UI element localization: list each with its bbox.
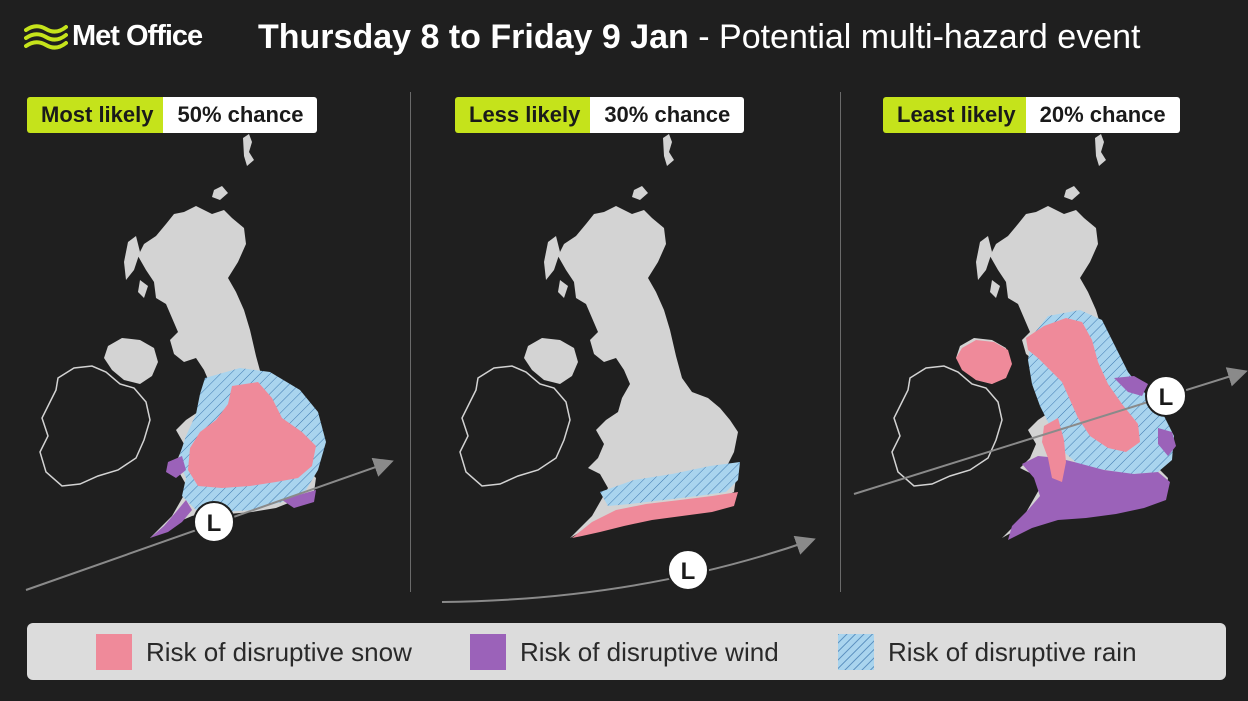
- met-office-waves-icon: [24, 23, 68, 50]
- title-event: - Potential multi-hazard event: [698, 18, 1141, 56]
- likelihood-label: Less likely: [455, 97, 591, 133]
- low-pressure-marker: L: [1145, 375, 1187, 417]
- wind-risk-area: [282, 490, 316, 508]
- likelihood-badge-1: Most likely 50% chance: [27, 97, 318, 133]
- legend-item-rain: Risk of disruptive rain: [838, 634, 1137, 670]
- title-dates: Thursday 8 to Friday 9 Jan: [258, 18, 689, 56]
- page-title: Thursday 8 to Friday 9 Jan - Potential m…: [258, 18, 1140, 57]
- header: Met Office Thursday 8 to Friday 9 Jan - …: [0, 0, 1248, 80]
- likelihood-badge-3: Least likely 20% chance: [883, 97, 1180, 133]
- map-panel-2: [459, 133, 740, 539]
- hazard-legend: Risk of disruptive snow Risk of disrupti…: [27, 623, 1226, 680]
- legend-item-snow: Risk of disruptive snow: [96, 634, 412, 670]
- wind-risk-area: [166, 456, 186, 478]
- panel-divider: [410, 92, 411, 592]
- low-pressure-marker: L: [193, 501, 235, 543]
- rain-swatch: [838, 634, 874, 670]
- snow-risk-area: [572, 492, 738, 538]
- low-pressure-track-arrow: [441, 535, 816, 603]
- snow-risk-area: [1026, 318, 1140, 452]
- legend-label: Risk of disruptive snow: [146, 636, 412, 667]
- brand-name: Met Office: [72, 20, 203, 52]
- snow-risk-area: [956, 340, 1012, 384]
- snow-swatch: [96, 634, 132, 670]
- chance-label: 20% chance: [1025, 97, 1180, 133]
- hazard-maps: L L L: [25, 133, 1248, 603]
- map-panel-1: L: [25, 133, 394, 591]
- low-pressure-marker: L: [667, 549, 709, 591]
- wind-risk-area: [1114, 376, 1148, 396]
- likelihood-badge-2: Less likely 30% chance: [455, 97, 745, 133]
- likelihood-label: Most likely: [27, 97, 164, 133]
- wind-risk-area: [150, 500, 192, 538]
- legend-item-wind: Risk of disruptive wind: [470, 634, 779, 670]
- chance-label: 30% chance: [590, 97, 745, 133]
- wind-swatch: [470, 634, 506, 670]
- rain-risk-area: [600, 462, 740, 506]
- chance-label: 50% chance: [163, 97, 318, 133]
- low-pressure-label: L: [681, 558, 696, 585]
- met-office-logo: Met Office: [24, 20, 203, 53]
- likelihood-label: Least likely: [883, 97, 1026, 133]
- panel-divider: [840, 92, 841, 592]
- wind-risk-area: [1008, 456, 1170, 540]
- legend-label: Risk of disruptive rain: [888, 636, 1137, 667]
- map-panel-3: [891, 133, 1176, 540]
- legend-label: Risk of disruptive wind: [520, 636, 779, 667]
- low-pressure-label: L: [207, 510, 222, 537]
- low-pressure-label: L: [1159, 384, 1174, 411]
- snow-risk-area: [188, 382, 316, 488]
- wind-risk-area: [1158, 428, 1176, 456]
